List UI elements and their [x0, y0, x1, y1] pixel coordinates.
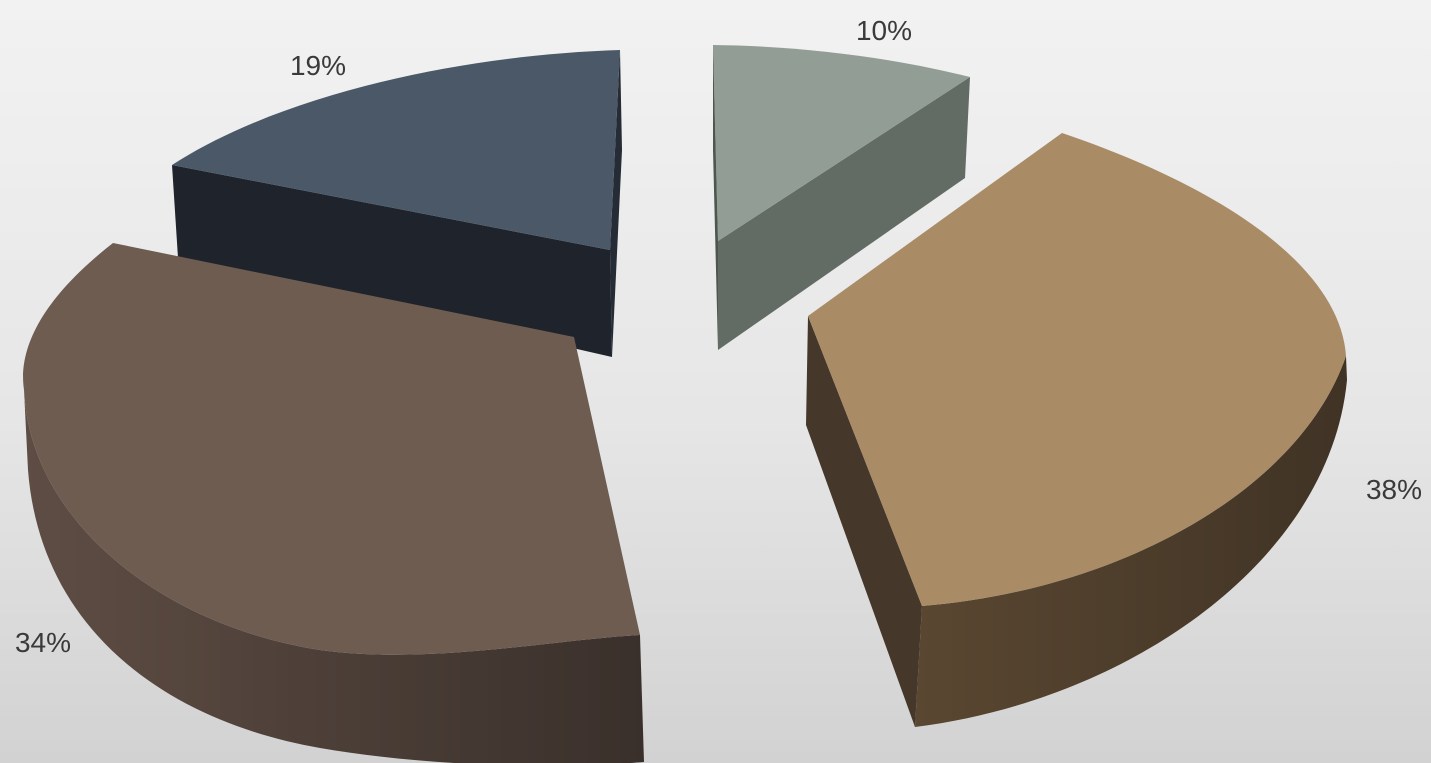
slice-38-percent: [806, 133, 1347, 727]
slice-38-side: [915, 356, 1347, 727]
slice-34-label: 34%: [15, 627, 71, 658]
slice-38-top: [808, 133, 1346, 606]
slice-19-side-right: [610, 50, 622, 357]
slice-34-top: [23, 243, 641, 655]
slice-10-edge: [713, 45, 718, 350]
slice-38-left-side: [806, 316, 922, 727]
slice-10-side: [718, 77, 970, 350]
slice-10-label: 10%: [856, 15, 912, 46]
slice-19-top: [172, 50, 620, 250]
slice-19-side: [172, 165, 612, 357]
slice-19-percent: [172, 50, 622, 357]
slice-34-percent: [23, 243, 644, 763]
slice-34-side: [24, 390, 644, 763]
slice-19-label: 19%: [290, 50, 346, 81]
slice-10-percent: [713, 45, 970, 350]
slice-10-top: [713, 45, 970, 241]
slice-38-label: 38%: [1366, 474, 1422, 505]
